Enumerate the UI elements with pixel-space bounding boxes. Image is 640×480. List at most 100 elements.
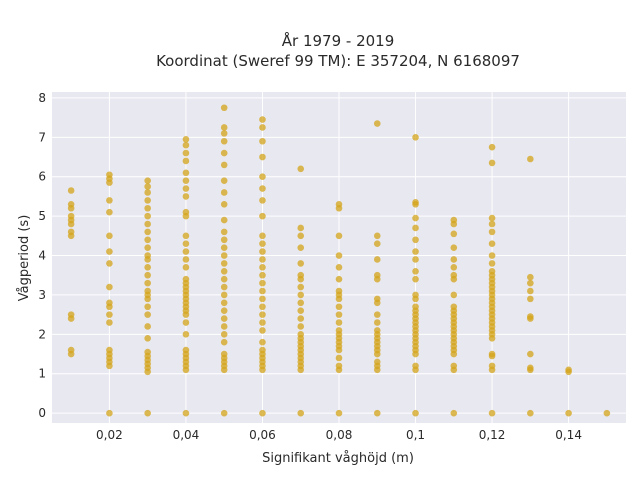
scatter-point	[220, 137, 228, 145]
scatter-point	[144, 189, 151, 196]
scatter-point	[335, 409, 343, 417]
scatter-point	[259, 295, 266, 303]
scatter-point	[259, 287, 266, 295]
scatter-point	[182, 248, 190, 255]
scatter-point	[527, 155, 534, 163]
scatter-point	[259, 327, 266, 334]
scatter-point	[373, 358, 381, 366]
scatter-point	[182, 193, 190, 200]
scatter-point	[297, 232, 305, 240]
scatter-point	[220, 260, 228, 267]
scatter-point	[106, 197, 113, 204]
scatter-point	[450, 244, 458, 251]
scatter-point	[182, 331, 190, 338]
scatter-point	[182, 240, 190, 248]
scatter-point	[220, 409, 228, 417]
scatter-point	[259, 319, 266, 326]
scatter-point	[144, 236, 151, 244]
data-points	[67, 104, 611, 417]
scatter-point	[412, 224, 419, 232]
scatter-point	[182, 409, 190, 417]
scatter-point	[488, 220, 496, 228]
scatter-point	[412, 303, 419, 311]
scatter-point	[144, 228, 151, 236]
scatter-point	[335, 232, 343, 240]
scatter-point	[182, 256, 190, 263]
scatter-point	[527, 350, 534, 358]
scatter-point	[450, 271, 458, 279]
scatter-point	[259, 197, 266, 204]
scatter-point	[297, 291, 305, 299]
scatter-point	[220, 130, 228, 137]
scatter-point	[144, 334, 151, 342]
scatter-point	[373, 311, 381, 318]
scatter-point	[144, 264, 151, 271]
scatter-point	[603, 409, 611, 417]
scatter-point	[412, 236, 419, 244]
scatter-point	[220, 149, 228, 157]
scatter-point	[144, 323, 151, 330]
y-tick-label: 4	[38, 249, 46, 263]
scatter-point	[182, 264, 190, 271]
scatter-point	[335, 354, 343, 362]
scatter-point	[259, 311, 266, 318]
scatter-point	[297, 409, 305, 417]
scatter-point	[373, 295, 381, 303]
scatter-point	[67, 201, 75, 208]
scatter-point	[297, 315, 305, 322]
scatter-point	[220, 236, 228, 244]
scatter-point	[67, 346, 75, 354]
scatter-point	[144, 409, 151, 417]
scatter-point	[488, 252, 496, 259]
scatter-point	[144, 303, 151, 311]
scatter-point	[144, 177, 151, 184]
scatter-point	[488, 260, 496, 267]
scatter-point	[220, 275, 228, 283]
scatter-point	[106, 260, 113, 267]
scatter-point	[106, 319, 113, 326]
scatter-point	[182, 185, 190, 192]
scatter-point	[335, 362, 343, 370]
scatter-point	[335, 201, 343, 208]
scatter-point	[373, 409, 381, 417]
scatter-point	[373, 120, 381, 127]
scatter-point	[106, 283, 113, 291]
scatter-point	[335, 327, 343, 334]
scatter-point	[144, 271, 151, 279]
scatter-point	[450, 291, 458, 299]
scatter-point	[182, 275, 190, 283]
scatter-point	[259, 279, 266, 287]
scatter-point	[182, 232, 190, 240]
scatter-point	[144, 311, 151, 318]
y-tick-label: 5	[38, 209, 46, 223]
scatter-point	[106, 171, 113, 179]
scatter-point	[259, 124, 266, 131]
scatter-point	[450, 216, 458, 224]
scatter-point	[297, 260, 305, 267]
scatter-point	[144, 252, 151, 259]
scatter-point	[220, 252, 228, 259]
scatter-point	[106, 232, 113, 240]
scatter-point	[297, 224, 305, 232]
scatter-point	[220, 307, 228, 314]
scatter-point	[220, 338, 228, 346]
scatter-point	[182, 346, 190, 354]
chart-title-line-1: År 1979 - 2019	[282, 31, 395, 50]
x-tick-label: 0,14	[555, 428, 582, 442]
scatter-point	[220, 161, 228, 169]
scatter-point	[144, 212, 151, 220]
scatter-point	[335, 303, 343, 311]
x-tick-label: 0,1	[406, 428, 425, 442]
scatter-point	[297, 307, 305, 314]
scatter-point	[220, 124, 228, 131]
y-tick-label: 0	[38, 406, 46, 420]
scatter-point	[182, 135, 190, 143]
scatter-point	[527, 279, 534, 287]
scatter-point	[259, 409, 266, 417]
scatter-point	[335, 275, 343, 283]
scatter-point	[144, 220, 151, 228]
scatter-point	[297, 299, 305, 307]
scatter-point	[527, 409, 534, 417]
scatter-point	[297, 323, 305, 330]
scatter-point	[220, 201, 228, 208]
